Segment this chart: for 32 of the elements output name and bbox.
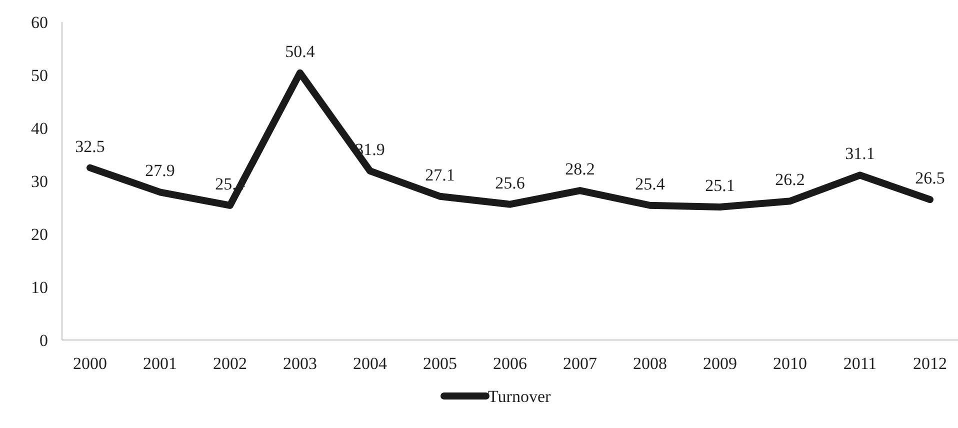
x-tick-label: 2005 — [423, 354, 457, 373]
x-tick-label: 2006 — [493, 354, 527, 373]
x-tick-label: 2001 — [143, 354, 177, 373]
x-tick-label: 2003 — [283, 354, 317, 373]
legend-label: Turnover — [488, 386, 551, 406]
y-tick-label: 60 — [31, 12, 48, 32]
y-tick-label: 10 — [31, 278, 48, 297]
y-tick-label: 30 — [31, 172, 48, 191]
data-label: 25.4 — [635, 174, 666, 194]
data-label: 27.1 — [425, 165, 455, 184]
x-tick-label: 2000 — [73, 354, 107, 373]
data-label: 32.5 — [75, 136, 105, 156]
data-label: 28.2 — [565, 160, 595, 179]
x-tick-label: 2009 — [703, 354, 737, 373]
data-label: 50.4 — [285, 42, 316, 61]
x-tick-label: 2004 — [353, 354, 388, 373]
data-label: 25.6 — [495, 173, 525, 192]
y-tick-label: 20 — [31, 224, 48, 244]
data-label: 27.9 — [145, 161, 175, 180]
data-label: 25.1 — [705, 176, 735, 195]
x-tick-label: 2012 — [913, 354, 947, 373]
x-tick-label: 2008 — [633, 354, 667, 373]
data-label: 31.1 — [845, 144, 875, 164]
x-tick-label: 2007 — [563, 354, 598, 373]
y-tick-label: 0 — [40, 330, 48, 350]
y-tick-label: 40 — [31, 118, 48, 138]
x-tick-label: 2002 — [213, 354, 247, 373]
data-label: 26.5 — [915, 168, 945, 188]
data-label: 26.2 — [775, 170, 805, 190]
x-tick-label: 2011 — [843, 354, 877, 373]
x-tick-label: 2010 — [773, 354, 807, 373]
y-tick-label: 50 — [31, 66, 48, 85]
